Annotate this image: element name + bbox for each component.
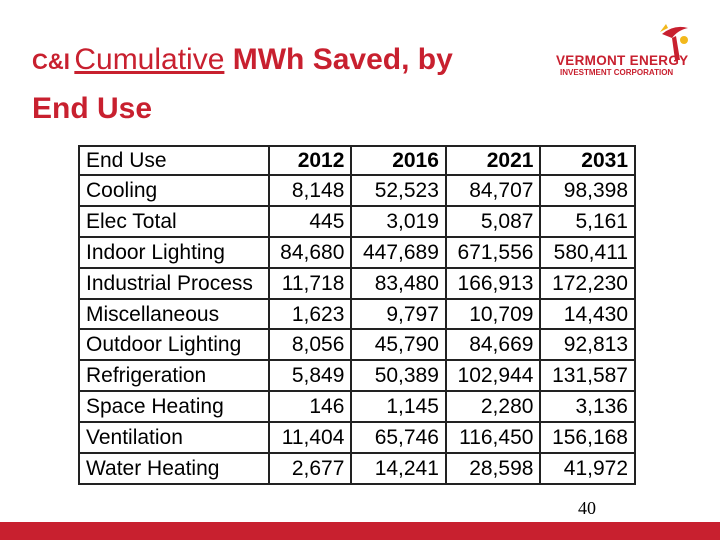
value-cell: 8,056 (268, 328, 353, 362)
value-cell: 84,680 (268, 235, 353, 269)
value-cell: 10,709 (444, 297, 542, 331)
end-use-label: Water Heating (77, 452, 271, 485)
table-row: Outdoor Lighting 8,056 45,790 84,669 92,813 (77, 328, 636, 362)
value-cell: 166,913 (444, 266, 542, 300)
value-cell: 52,523 (350, 174, 447, 207)
table-row: Water Heating 2,677 14,241 28,598 41,972 (77, 452, 636, 485)
company-logo: VERMONT ENERGY INVESTMENT CORPORATION (548, 20, 698, 80)
table-row: Indoor Lighting 84,680 447,689 671,556 580,4… (77, 235, 636, 269)
value-cell: 11,404 (268, 421, 353, 455)
value-cell: 45,790 (350, 328, 447, 362)
value-cell: 84,707 (444, 174, 542, 207)
title-rest: MWh Saved, by (224, 43, 453, 76)
table-row: Space Heating 146 1,145 2,280 3,136 (77, 390, 636, 424)
footer-bar (0, 522, 720, 540)
table-row: Industrial Process 11,718 83,480 166,913 172… (77, 266, 636, 300)
value-cell: 1,145 (350, 390, 447, 424)
value-cell: 102,944 (444, 359, 542, 393)
value-cell: 2,677 (268, 452, 353, 485)
value-cell: 156,168 (539, 421, 636, 455)
value-cell: 28,598 (444, 452, 542, 485)
end-use-label: Space Heating (77, 390, 271, 424)
header-2031: 2031 (539, 145, 636, 176)
slide-title: C&I Cumulative MWh Saved, by End Use (32, 38, 592, 136)
value-cell: 671,556 (444, 235, 542, 269)
header-2021: 2021 (444, 145, 542, 176)
end-use-table: End Use 2012 2016 2021 2031 Cooling 8,148… (77, 145, 636, 485)
end-use-label: Ventilation (77, 421, 271, 455)
value-cell: 116,450 (444, 421, 542, 455)
value-cell: 5,161 (539, 204, 636, 238)
value-cell: 580,411 (539, 235, 636, 269)
value-cell: 50,389 (350, 359, 447, 393)
value-cell: 131,587 (539, 359, 636, 393)
end-use-label: Outdoor Lighting (77, 328, 271, 362)
title-prefix: C&I (32, 49, 70, 74)
table-row: Cooling 8,148 52,523 84,707 98,398 (77, 174, 636, 207)
end-use-label: Indoor Lighting (77, 235, 271, 269)
table-row: Refrigeration 5,849 50,389 102,944 131,587 (77, 359, 636, 393)
table-row: Miscellaneous 1,623 9,797 10,709 14,430 (77, 297, 636, 331)
header-2016: 2016 (350, 145, 447, 176)
value-cell: 14,241 (350, 452, 447, 485)
value-cell: 83,480 (350, 266, 447, 300)
value-cell: 5,849 (268, 359, 353, 393)
table-row: Ventilation 11,404 65,746 116,450 156,168 (77, 421, 636, 455)
value-cell: 3,136 (539, 390, 636, 424)
value-cell: 447,689 (350, 235, 447, 269)
logo-mark-icon (660, 24, 688, 60)
value-cell: 2,280 (444, 390, 542, 424)
value-cell: 146 (268, 390, 353, 424)
page-number: 40 (578, 498, 596, 518)
end-use-label: Miscellaneous (77, 297, 271, 331)
value-cell: 445 (268, 204, 353, 238)
value-cell: 1,623 (268, 297, 353, 331)
end-use-label: Industrial Process (77, 266, 271, 300)
value-cell: 14,430 (539, 297, 636, 331)
table-row: Elec Total 445 3,019 5,087 5,161 (77, 204, 636, 238)
title-line2: End Use (32, 92, 153, 125)
value-cell: 92,813 (539, 328, 636, 362)
value-cell: 5,087 (444, 204, 542, 238)
table-header-row: End Use 2012 2016 2021 2031 (77, 145, 636, 176)
value-cell: 98,398 (539, 174, 636, 207)
value-cell: 172,230 (539, 266, 636, 300)
value-cell: 3,019 (350, 204, 447, 238)
value-cell: 9,797 (350, 297, 447, 331)
value-cell: 41,972 (539, 452, 636, 485)
header-2012: 2012 (268, 145, 353, 176)
value-cell: 65,746 (350, 421, 447, 455)
end-use-label: Elec Total (77, 204, 271, 238)
header-end-use: End Use (77, 145, 271, 176)
end-use-label: Cooling (77, 174, 271, 207)
logo-line1: VERMONT ENERGY (556, 53, 689, 68)
logo-line2: INVESTMENT CORPORATION (560, 68, 674, 77)
title-underlined-word: Cumulative (74, 43, 225, 76)
value-cell: 11,718 (268, 266, 353, 300)
end-use-label: Refrigeration (77, 359, 271, 393)
value-cell: 84,669 (444, 328, 542, 362)
value-cell: 8,148 (268, 174, 353, 207)
